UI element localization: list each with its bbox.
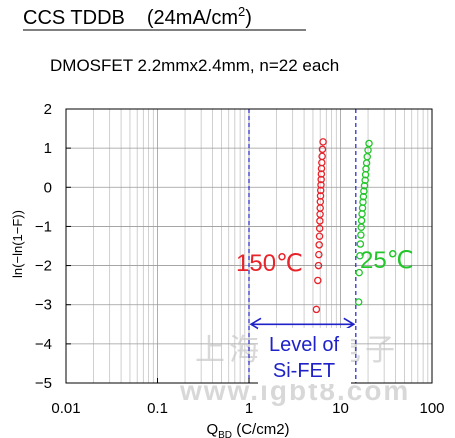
data-point <box>315 224 324 233</box>
data-point <box>357 231 365 239</box>
x-tick-label: 1 <box>245 400 253 417</box>
data-point <box>362 159 371 167</box>
data-point <box>317 170 326 178</box>
y-tick-label: 2 <box>44 101 52 118</box>
watermark: 上海菱端电子 www.igbt8.com <box>179 334 408 406</box>
reference-lines <box>248 109 357 383</box>
level-label-line2: Si-FET <box>273 360 335 382</box>
x-tick-label: 100 <box>419 400 444 417</box>
chart-title: CCS TDDB (24mA/cm2) <box>23 4 252 29</box>
y-tick-label: 1 <box>44 140 52 157</box>
data-point <box>318 145 327 154</box>
y-tick-label: −2 <box>35 258 52 275</box>
x-tick-label: 10 <box>332 400 349 417</box>
arrow-head-left <box>249 317 262 331</box>
data-point <box>314 276 322 285</box>
data-point <box>355 268 363 277</box>
data-point <box>316 186 325 195</box>
data-point <box>318 152 326 161</box>
y-axis-label: ln(−ln(1−F)) <box>10 210 25 278</box>
data-point <box>319 138 327 146</box>
data-point <box>360 181 369 190</box>
x-axis-label: QBD (C/cm2) <box>206 421 289 438</box>
data-point <box>315 232 324 240</box>
data-point <box>359 192 368 201</box>
data-point <box>316 192 325 200</box>
chart-subtitle: DMOSFET 2.2mmx2.4mm, n=22 each <box>50 56 339 75</box>
y-tick-label: −4 <box>35 336 52 353</box>
chart-title-close: ) <box>245 7 252 29</box>
y-tick-label: −5 <box>35 375 52 392</box>
data-point <box>361 176 369 184</box>
data-point <box>363 153 371 161</box>
data-points <box>312 138 373 314</box>
chart-title-sup: 2 <box>238 4 245 19</box>
data-point <box>315 241 323 249</box>
x-axis-label-q: Q <box>206 421 218 438</box>
x-tick-label: 0.1 <box>147 400 168 417</box>
series-label-150c: 150℃ <box>236 250 303 277</box>
x-tick-label: 0.01 <box>51 400 80 417</box>
data-point <box>354 298 363 306</box>
x-axis-label-sub: BD <box>218 430 232 438</box>
data-point <box>356 240 365 248</box>
y-tick-label: −1 <box>35 218 52 235</box>
y-tick-label: −3 <box>35 297 52 314</box>
data-point <box>357 216 366 225</box>
data-point <box>365 139 373 148</box>
level-label-line1: Level of <box>269 334 339 356</box>
data-point <box>356 252 364 260</box>
data-point <box>314 261 323 270</box>
data-point <box>360 187 368 195</box>
data-point <box>315 250 323 259</box>
data-point <box>317 175 325 184</box>
data-point <box>312 305 321 314</box>
chart-title-cond: (24mA/cm <box>147 7 238 29</box>
series-label-25c: 25℃ <box>360 247 414 274</box>
data-point <box>357 223 365 231</box>
x-axis-label-unit: (C/cm2) <box>232 421 290 438</box>
chart-title-main: CCS TDDB <box>23 7 125 29</box>
level-label-box <box>258 328 351 384</box>
data-point <box>359 198 367 206</box>
y-tick-label: 0 <box>44 179 52 196</box>
data-point <box>317 181 325 189</box>
